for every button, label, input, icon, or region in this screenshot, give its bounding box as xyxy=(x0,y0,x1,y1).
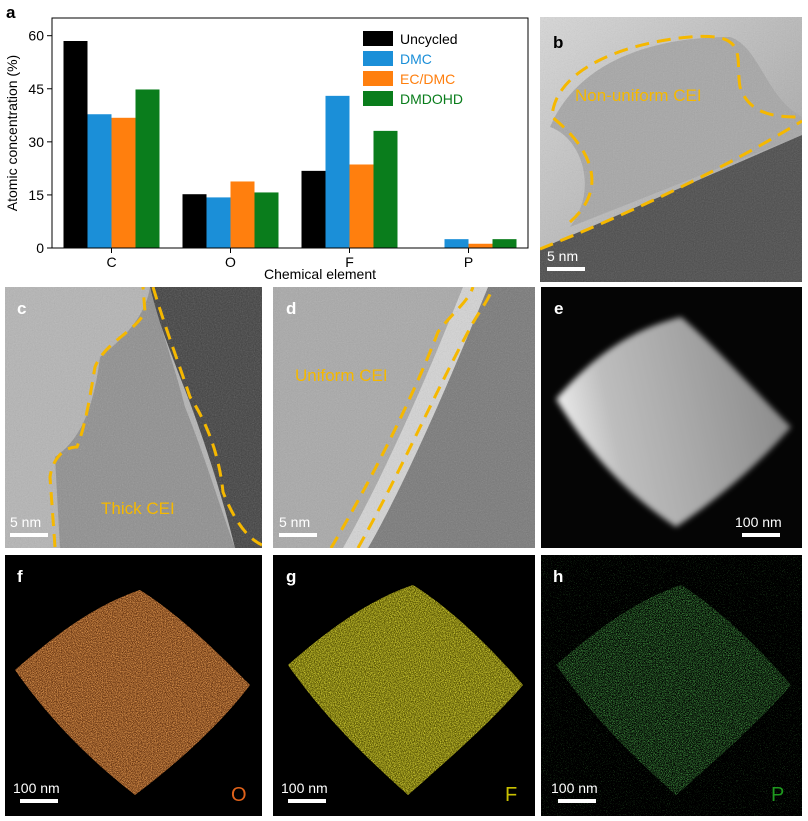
eds-map-f xyxy=(288,585,523,795)
bar-o-ec-dmc xyxy=(230,181,255,248)
bar-o-dmc xyxy=(206,197,231,248)
x-tick-label: O xyxy=(225,254,236,270)
y-tick-label: 15 xyxy=(28,187,44,203)
panel-g: g 100 nm F xyxy=(273,555,535,816)
scalebar-f xyxy=(20,799,58,803)
scalebar-d xyxy=(279,533,317,537)
bar-chart: C O F P 0 15 30 45 60 Chemical element Atomic conc… xyxy=(4,17,529,282)
uniform-cei-label: Uniform CEI xyxy=(295,366,388,385)
y-tick-label: 0 xyxy=(36,240,44,256)
element-label-p: P xyxy=(771,784,785,806)
legend-label: DMC xyxy=(400,51,432,67)
y-tick-label: 60 xyxy=(28,28,44,44)
bar-p-dmc xyxy=(444,239,469,248)
haadf-image-e xyxy=(556,317,791,527)
bar-c-ec-dmc xyxy=(111,117,136,249)
bar-o-dmdohd xyxy=(254,192,279,248)
panel-e: e 100 nm xyxy=(541,287,802,548)
panel-d: d Uniform CEI 5 nm xyxy=(273,287,535,548)
panel-letter-e: e xyxy=(554,299,564,318)
bar-f-dmc xyxy=(325,95,350,248)
plot-frame xyxy=(51,17,529,249)
element-label-o: O xyxy=(231,784,247,806)
legend-swatch xyxy=(363,51,393,66)
thick-cei-label: Thick CEI xyxy=(101,499,175,518)
legend-swatch xyxy=(363,91,393,106)
element-label-f: F xyxy=(505,784,518,806)
scalebar-label-d: 5 nm xyxy=(279,514,311,530)
bar-c-dmdohd xyxy=(135,89,160,248)
scalebar-label-h: 100 nm xyxy=(551,780,598,796)
panel-f: f 100 nm O xyxy=(5,555,262,816)
legend-swatch xyxy=(363,31,393,46)
panel-c: c Thick CEI 5 nm xyxy=(5,287,262,548)
panel-h: h 100 nm P xyxy=(541,555,802,816)
panel-letter-g: g xyxy=(286,567,297,586)
legend-label: EC/DMC xyxy=(400,71,455,87)
y-tick-label: 45 xyxy=(28,81,44,97)
y-axis-label: Atomic concentration (%) xyxy=(4,55,20,211)
scalebar-e xyxy=(742,533,780,537)
y-tick-label: 30 xyxy=(28,134,44,150)
bar-f-dmdohd xyxy=(373,130,398,248)
panel-letter-h: h xyxy=(553,567,564,586)
legend-label: Uncycled xyxy=(400,31,458,47)
legend-label: DMDOHD xyxy=(400,91,463,107)
scalebar-label-e: 100 nm xyxy=(735,514,782,530)
bar-f-ec-dmc xyxy=(349,164,374,248)
x-tick-label: P xyxy=(464,254,473,270)
panel-letter-f: f xyxy=(17,567,23,586)
tem-image-c xyxy=(5,287,262,548)
tem-image-d xyxy=(273,287,535,548)
scalebar-label-g: 100 nm xyxy=(281,780,328,796)
legend-swatch xyxy=(363,71,393,86)
panel-letter-d: d xyxy=(286,299,297,318)
panel-b: b Non-uniform CEI 5 nm xyxy=(540,17,802,282)
eds-map-p xyxy=(541,555,802,816)
bar-c-dmc xyxy=(87,114,112,248)
tem-image-b xyxy=(540,17,802,282)
x-tick-label: C xyxy=(106,254,116,270)
scalebar-label-c: 5 nm xyxy=(10,514,42,530)
eds-map-o xyxy=(15,590,250,795)
scalebar-h xyxy=(558,799,596,803)
panel-letter-c: c xyxy=(17,299,27,318)
panel-letter-a: a xyxy=(6,3,16,22)
bar-p-ec-dmc xyxy=(468,243,493,248)
x-tick-label: F xyxy=(345,254,354,270)
panel-letter-b: b xyxy=(553,33,564,52)
non-uniform-cei-label: Non-uniform CEI xyxy=(575,86,702,105)
scalebar-b xyxy=(547,267,585,271)
x-axis-label: Chemical element xyxy=(264,266,376,282)
scalebar-g xyxy=(288,799,326,803)
scalebar-label-f: 100 nm xyxy=(13,780,60,796)
scalebar-c xyxy=(10,533,48,537)
bar-p-dmdohd xyxy=(492,239,517,248)
bar-o-uncycled xyxy=(182,194,207,248)
panel-a: a C O F P 0 15 30 45 60 Chemical element Atomic co… xyxy=(0,0,540,285)
scalebar-label-b: 5 nm xyxy=(547,248,579,264)
bar-c-uncycled xyxy=(63,41,88,248)
bar-f-uncycled xyxy=(301,170,326,248)
